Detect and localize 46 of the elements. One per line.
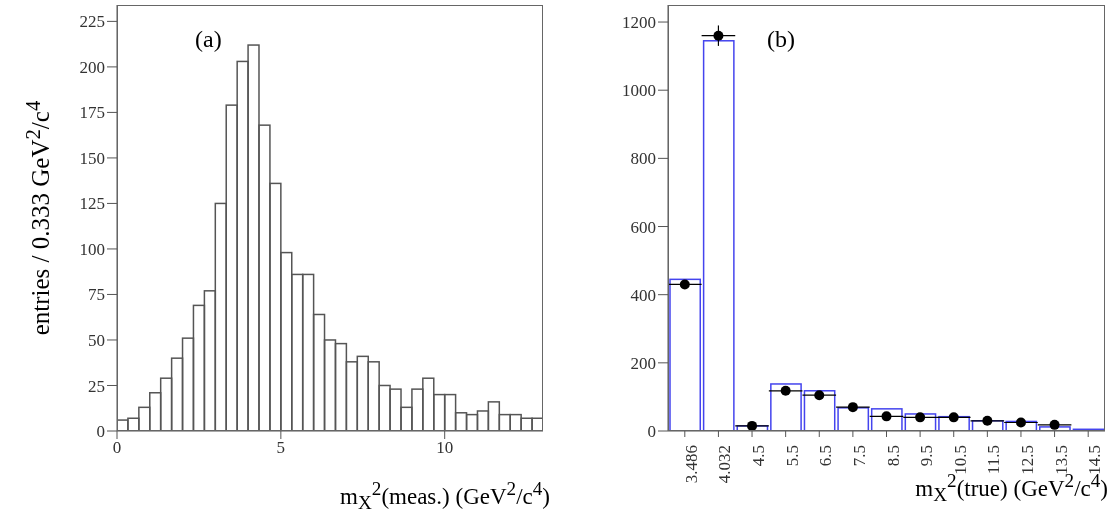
- x-tick-label: 13.5: [1051, 445, 1071, 475]
- x-tick-label: 11.5: [984, 445, 1004, 475]
- y-tick-label: 125: [79, 194, 105, 214]
- point: [982, 415, 993, 426]
- annotation: (a): [195, 26, 222, 53]
- y-tick-label: 0: [96, 422, 105, 442]
- y-tick-label: 25: [88, 376, 105, 396]
- y-tick-label: 100: [79, 239, 105, 259]
- x-tick-label: 14.5: [1085, 445, 1105, 475]
- x-axis-title: m$_{X}$$^{2}$(meas.) (GeV$^{2}$/c$^{4}$): [339, 478, 550, 515]
- x-tick-label: 0: [112, 438, 122, 458]
- point: [747, 420, 758, 431]
- x-tick-label: 5.5: [782, 445, 802, 467]
- y-tick-label: 225: [79, 12, 105, 32]
- x-tick-label: 3.486: [681, 445, 701, 484]
- y-tick-label: 0: [647, 422, 656, 442]
- point: [780, 385, 791, 396]
- y-tick-label: 1000: [622, 81, 656, 101]
- point: [679, 279, 690, 290]
- y-tick-label: 600: [630, 217, 656, 237]
- y-tick-label: 800: [630, 149, 656, 169]
- x-tick-label: 8.5: [883, 445, 903, 467]
- bar: [1072, 428, 1105, 431]
- y-tick-label: 200: [79, 57, 105, 77]
- x-tick-label: 7.5: [849, 445, 869, 467]
- x-tick-label: 4.032: [715, 445, 735, 484]
- x-tick-label: 5: [276, 438, 286, 458]
- y-tick-label: 50: [88, 331, 105, 351]
- x-tick-label: 4.5: [749, 445, 769, 467]
- y-tick-label: 400: [630, 285, 656, 305]
- y-tick-label: 200: [630, 353, 656, 373]
- x-tick-label: 10: [436, 438, 454, 458]
- y-tick-label: 175: [79, 103, 105, 123]
- y-tick-label: 150: [79, 148, 105, 168]
- point: [814, 390, 825, 401]
- point: [713, 30, 724, 41]
- y-tick-label: 75: [88, 285, 105, 305]
- point: [1049, 419, 1060, 430]
- point: [1015, 417, 1026, 428]
- annotation: (b): [767, 26, 795, 53]
- point: [847, 402, 858, 413]
- x-tick-label: 9.5: [917, 445, 937, 467]
- x-tick-label: 12.5: [1018, 445, 1038, 475]
- x-tick-label: 6.5: [816, 445, 836, 467]
- bar: [669, 278, 701, 431]
- y-tick-label: 1200: [622, 13, 656, 33]
